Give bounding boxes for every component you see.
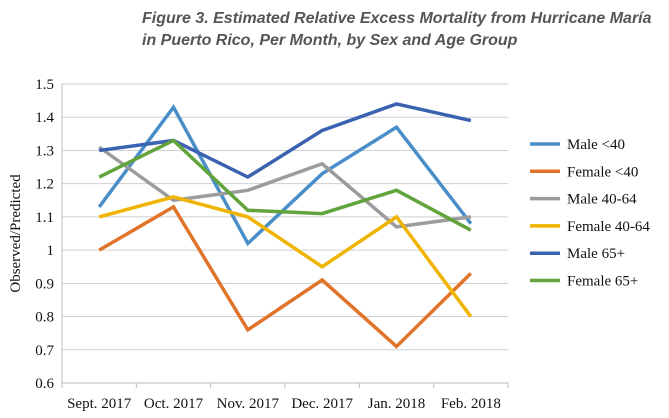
y-axis-label: Observed/Predicted (8, 174, 24, 293)
x-tick-label: Dec. 2017 (291, 396, 353, 412)
legend-label: Male 65+ (567, 246, 625, 262)
x-tick-label: Feb. 2018 (441, 396, 501, 412)
legend-label: Female <40 (567, 164, 638, 180)
legend-label: Female 65+ (567, 274, 638, 290)
legend-label: Male <40 (567, 137, 625, 153)
x-tick-label: Nov. 2017 (217, 396, 280, 412)
series-line-female-40-64 (98, 195, 473, 318)
series-line-male-65- (98, 102, 472, 180)
y-tick-label: 1.2 (35, 177, 54, 193)
chart-title: Figure 3. Estimated Relative Excess Mort… (142, 10, 652, 49)
legend-label: Male 40-64 (567, 192, 637, 208)
series-line-male-40-64 (98, 145, 472, 229)
x-tick-label: Sept. 2017 (67, 396, 132, 412)
series-line-female-40 (98, 204, 473, 349)
series-line-female-65- (98, 138, 472, 232)
x-tick-label: Oct. 2017 (144, 396, 204, 412)
y-tick-label: 0.9 (35, 276, 54, 292)
y-tick-label: 1.4 (35, 110, 54, 126)
y-tick-label: 0.8 (35, 310, 54, 326)
y-tick-label: 1.1 (35, 210, 54, 226)
y-tick-label: 1.5 (35, 77, 54, 93)
y-tick-label: 1 (47, 243, 55, 259)
legend-label: Female 40-64 (567, 219, 650, 235)
series-line-male-40 (97, 104, 473, 247)
y-tick-label: 0.6 (35, 376, 54, 392)
y-tick-label: 1.3 (35, 143, 54, 159)
x-tick-label: Jan. 2018 (368, 396, 426, 412)
y-tick-label: 0.7 (35, 343, 54, 359)
